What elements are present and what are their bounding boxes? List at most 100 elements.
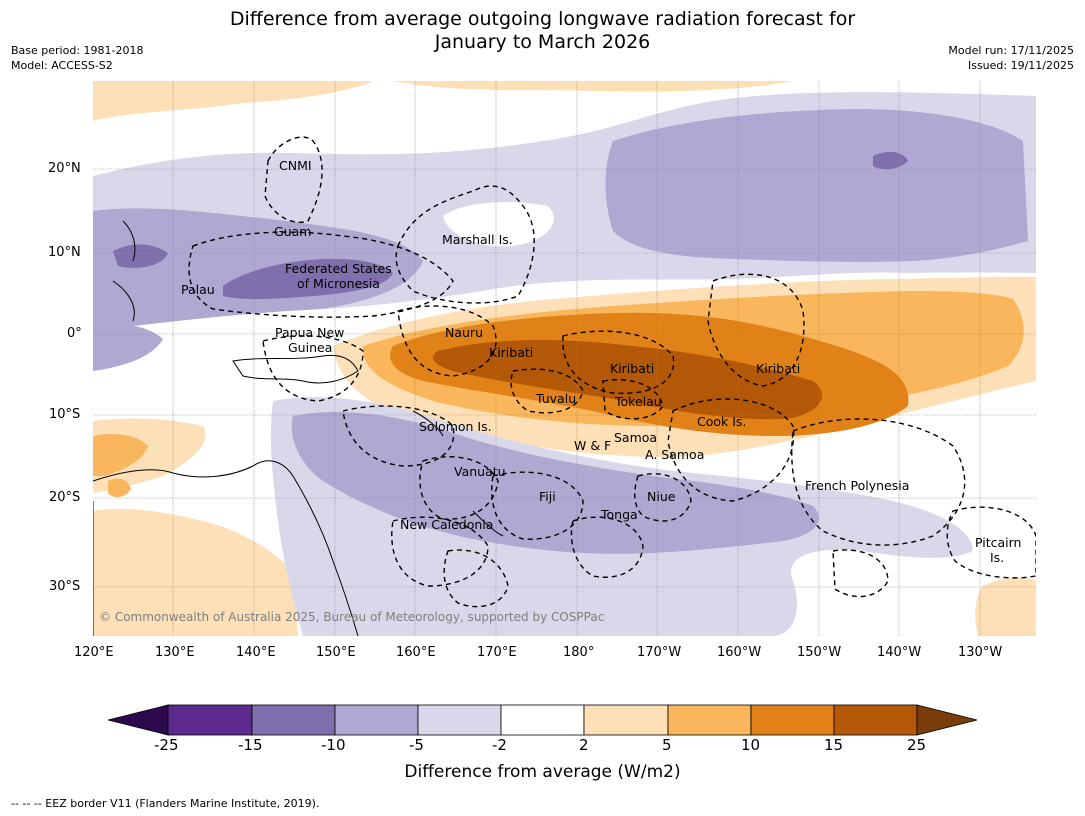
- copyright-text: © Commonwealth of Australia 2025, Bureau…: [99, 610, 604, 624]
- label-vanuatu: Vanuatu: [454, 464, 506, 479]
- eez-french-polynesia: [791, 418, 966, 546]
- label-nauru: Nauru: [445, 325, 483, 340]
- colorbar-tick-5: 5: [662, 736, 672, 754]
- lat-tick-20s: 20°S: [49, 490, 81, 505]
- lon-tick-140e: 140°E: [236, 645, 276, 660]
- anomaly-medium-purple-north: [605, 109, 1028, 262]
- eez-newcal: [391, 516, 489, 587]
- gridlines: [93, 81, 1036, 636]
- colorbar: [107, 704, 978, 736]
- lon-tick-130w: 130°W: [958, 645, 1003, 660]
- label-tonga: Tonga: [600, 507, 638, 522]
- colorbar-label: Difference from average (W/m2): [404, 762, 681, 782]
- label-cook: Cook Is.: [697, 414, 746, 429]
- lat-tick-0: 0°: [67, 326, 82, 341]
- map-svg: CNMI Guam Marshall Is. Federated States …: [93, 81, 1036, 636]
- anomaly-light-orange-north: [93, 81, 373, 121]
- lon-tick-150e: 150°E: [316, 645, 356, 660]
- colorbar-bin-25-15: [167, 704, 253, 736]
- model-run: Model run: 17/11/2025: [948, 44, 1074, 57]
- map-panel: CNMI Guam Marshall Is. Federated States …: [93, 81, 1036, 636]
- anomaly-dark-purple-hawaii: [873, 151, 908, 170]
- eez-nz: [443, 549, 509, 608]
- lon-tick-160e: 160°E: [396, 645, 436, 660]
- eez-png: [262, 335, 364, 402]
- place-labels: CNMI Guam Marshall Is. Federated States …: [181, 158, 1021, 565]
- colorbar-bin-15-10: [251, 704, 336, 736]
- eez-tonga: [570, 516, 644, 578]
- label-solomon: Solomon Is.: [419, 419, 492, 434]
- title-line-1: Difference from average outgoing longwav…: [229, 8, 856, 30]
- anomaly-dark-purple-micronesia: [223, 258, 393, 300]
- colorbar-tick-m10: -10: [321, 736, 346, 754]
- lon-tick-130e: 130°E: [155, 645, 195, 660]
- label-kiribati-w: Kiribati: [489, 345, 533, 360]
- anomaly-light-orange-australia: [93, 509, 298, 636]
- lat-tick-10n: 10°N: [48, 245, 81, 260]
- title-line-2: January to March 2026: [434, 31, 651, 53]
- clear-patch-marshall: [443, 202, 554, 247]
- lon-tick-140w: 140°W: [877, 645, 922, 660]
- anomaly-light-orange-se: [975, 577, 1036, 636]
- eez-tokelau: [602, 379, 664, 420]
- lon-tick-170e: 170°E: [477, 645, 517, 660]
- anomaly-dark-purple-philippines: [113, 244, 168, 268]
- anomaly-orange-west-coast: [93, 434, 148, 476]
- coastlines: [93, 220, 504, 636]
- colorbar-tick-m5: -5: [409, 736, 424, 754]
- eez-tuvalu: [510, 368, 584, 414]
- eez-solomon: [342, 405, 455, 467]
- label-tokelau: Tokelau: [614, 394, 662, 409]
- meta-right: Model run: 17/11/2025 Issued: 19/11/2025: [948, 43, 1074, 73]
- anomaly-medium-purple-west-2: [93, 324, 163, 371]
- model-name: Model: ACCESS-S2: [11, 59, 113, 72]
- anomaly-orange-nw-australia: [108, 478, 131, 498]
- clear-band-equator: [93, 272, 1036, 356]
- colorbar-tick-15: 15: [824, 736, 844, 754]
- label-kiribati-e: Kiribati: [756, 361, 800, 376]
- label-tuvalu: Tuvalu: [535, 391, 576, 406]
- issued-date: Issued: 19/11/2025: [967, 59, 1074, 72]
- colorbar-bin-10-15: [750, 704, 835, 736]
- colorbar-over-arrow: [916, 704, 978, 736]
- eez-kiribati-w: [397, 305, 497, 377]
- colorbar-tick-m2: -2: [492, 736, 507, 754]
- label-kiribati-c: Kiribati: [610, 361, 654, 376]
- eez-fsm: [188, 231, 454, 318]
- label-palau: Palau: [181, 282, 215, 297]
- label-cnmi: CNMI: [279, 158, 312, 173]
- eez-kiribati-c: [562, 330, 675, 395]
- eez-footnote: -- -- -- EEZ border V11 (Flanders Marine…: [11, 797, 320, 810]
- lon-tick-180: 180°: [563, 645, 595, 660]
- label-niue: Niue: [647, 489, 676, 504]
- label-fsm-2: of Micronesia: [297, 276, 380, 291]
- colorbar-tick-m15: -15: [238, 736, 263, 754]
- eez-cook: [667, 398, 795, 502]
- eez-borders: [188, 136, 1036, 608]
- colorbar-tick-10: 10: [741, 736, 761, 754]
- label-guam: Guam: [274, 224, 311, 239]
- colorbar-tick-2: 2: [579, 736, 589, 754]
- meta-left: Base period: 1981-2018 Model: ACCESS-S2: [11, 43, 143, 73]
- anomaly-brown-core: [433, 339, 822, 420]
- label-png-1: Papua New: [275, 325, 344, 340]
- label-pitcairn-2: Is.: [990, 550, 1004, 565]
- base-period: Base period: 1981-2018: [11, 44, 144, 57]
- label-png-2: Guinea: [288, 340, 332, 355]
- label-samoa: Samoa: [614, 430, 657, 445]
- eez-niue: [634, 473, 692, 522]
- map-title: Difference from average outgoing longwav…: [0, 8, 1085, 54]
- label-marshall: Marshall Is.: [442, 232, 513, 247]
- anomaly-medium-purple-south: [291, 412, 819, 554]
- colorbar-bin-5-2: [417, 704, 502, 736]
- colorbar-bin-2-5: [583, 704, 669, 736]
- colorbar-bin-2-2: [500, 704, 585, 736]
- lat-tick-10s: 10°S: [49, 407, 81, 422]
- colorbar-bin-10-5: [334, 704, 419, 736]
- eez-marshall: [395, 185, 535, 304]
- eez-pitcairn: [946, 506, 1036, 579]
- eez-kiribati-e: [707, 273, 805, 387]
- colorbar-tick-25: 25: [907, 736, 927, 754]
- lon-tick-170w: 170°W: [637, 645, 682, 660]
- label-newcal: New Caledonia: [400, 517, 493, 532]
